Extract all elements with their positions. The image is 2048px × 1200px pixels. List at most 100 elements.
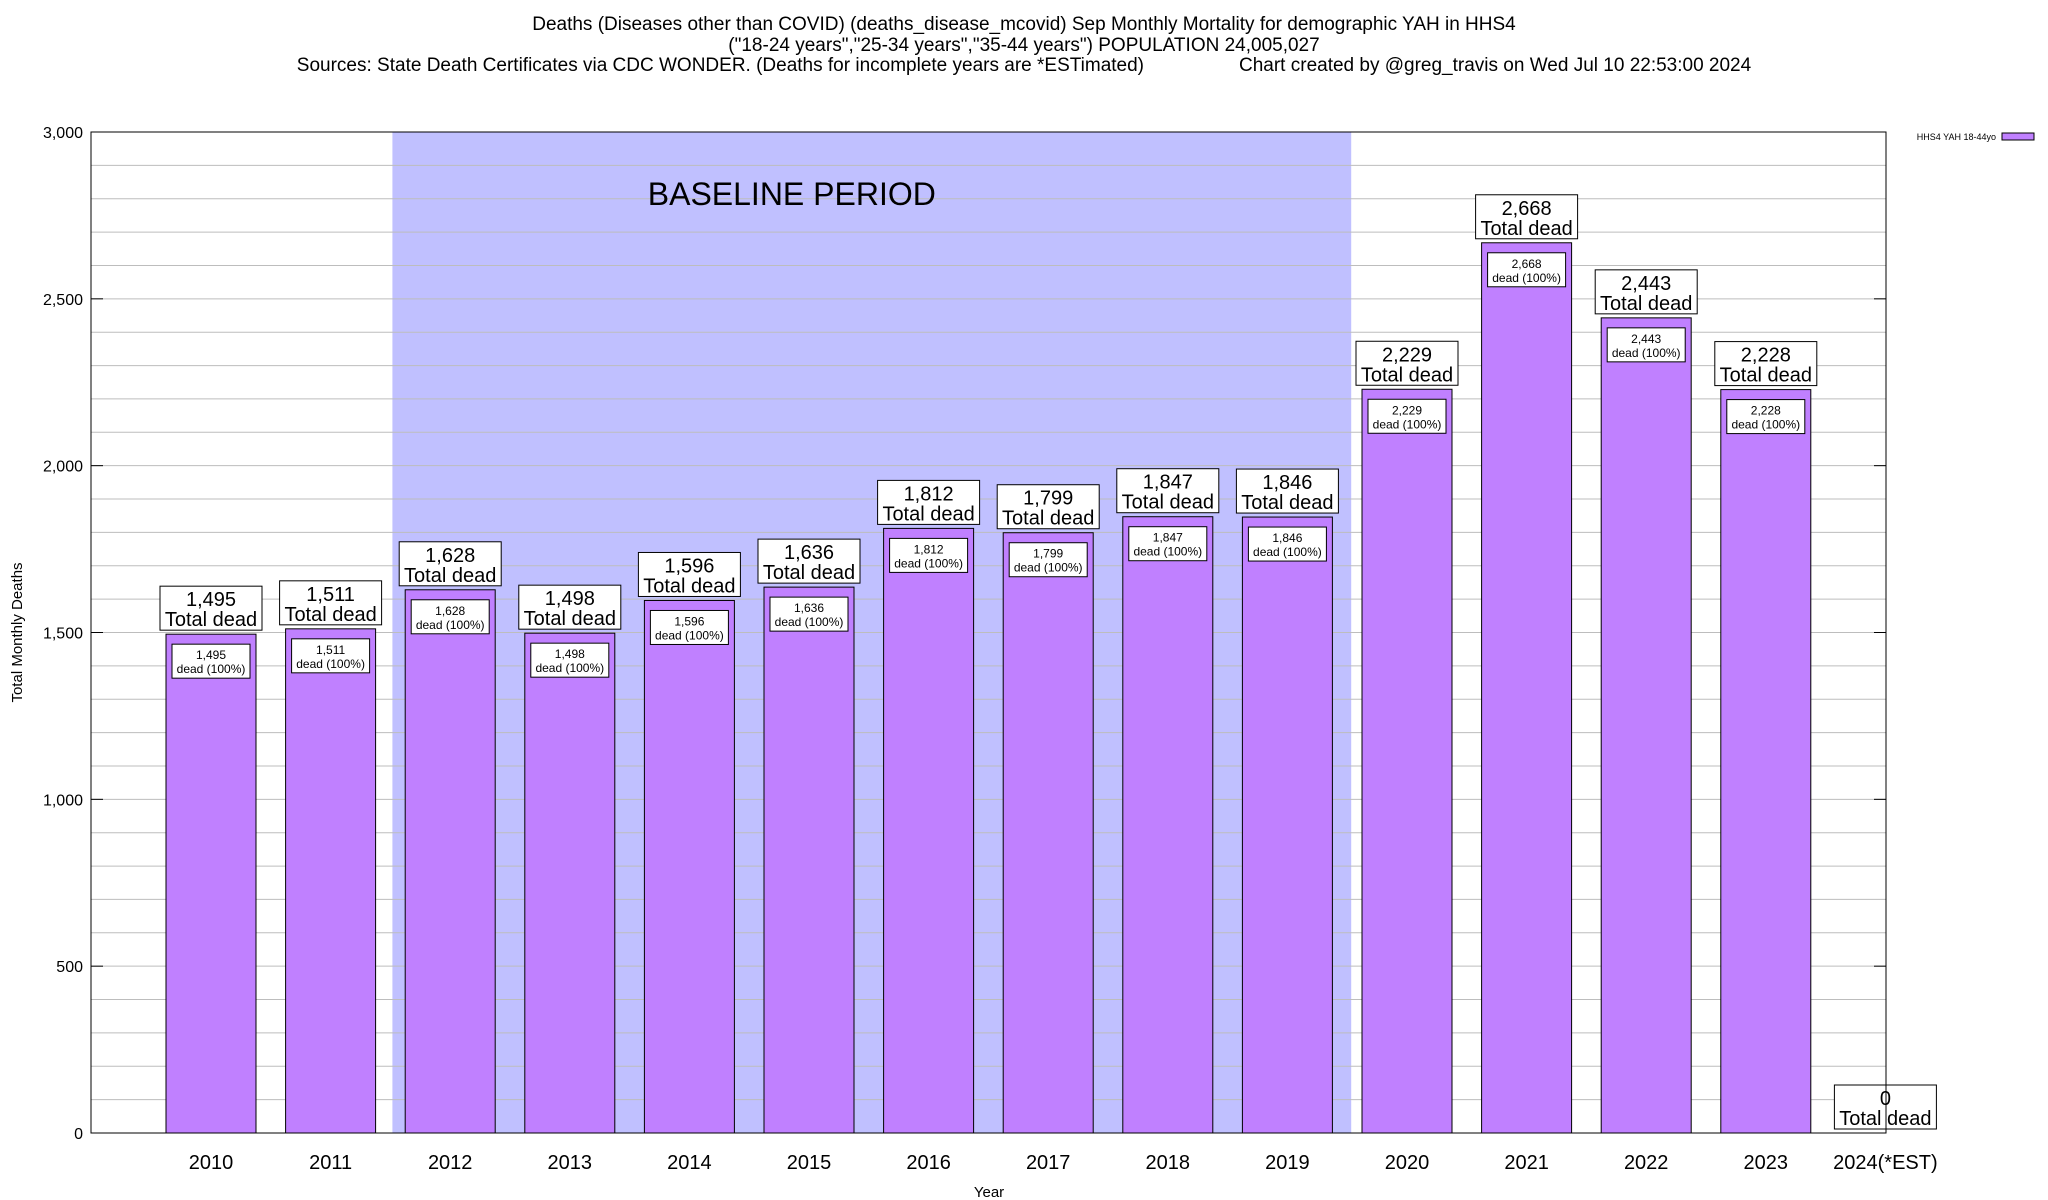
- x-tick-label: 2014: [667, 1152, 712, 1174]
- inner-label-value: 1,498: [555, 647, 585, 661]
- inner-label-value: 1,628: [435, 604, 465, 618]
- bar: [404, 589, 496, 1134]
- inner-label-text: dead (100%): [655, 628, 724, 642]
- top-label-value: 1,498: [545, 588, 595, 610]
- inner-label-box: [1008, 542, 1088, 578]
- y-axis-label: Total Monthly Deaths: [9, 562, 26, 702]
- inner-label-box: [1367, 398, 1447, 434]
- top-label-value: 1,596: [664, 555, 714, 577]
- bar: [1720, 389, 1812, 1134]
- y-tick-label: 2,000: [43, 459, 83, 476]
- bar: [1122, 516, 1214, 1134]
- y-tick-label: 3,000: [43, 125, 83, 142]
- top-label-box: [279, 580, 383, 626]
- bar: [643, 599, 735, 1134]
- inner-label-value: 2,668: [1512, 257, 1542, 271]
- x-tick-label: 2017: [1026, 1152, 1071, 1174]
- top-label-value: 0: [1880, 1088, 1891, 1110]
- top-label-text: Total dead: [1002, 508, 1094, 530]
- bar: [1002, 532, 1094, 1134]
- top-label-value: 1,812: [904, 483, 954, 505]
- top-label-value: 2,229: [1382, 344, 1432, 366]
- inner-label-text: dead (100%): [296, 657, 365, 671]
- top-label-text: Total dead: [763, 562, 855, 584]
- top-label-text: Total dead: [165, 609, 257, 631]
- inner-label-box: [769, 596, 849, 632]
- inner-label-text: dead (100%): [1014, 561, 1083, 575]
- top-label-value: 1,846: [1262, 472, 1312, 494]
- inner-label-box: [410, 599, 490, 635]
- y-tick-label: 1,500: [43, 626, 83, 643]
- inner-label-value: 1,846: [1272, 531, 1302, 545]
- chart-sources: Sources: State Death Certificates via CD…: [296, 55, 1144, 76]
- top-label-box: [877, 479, 981, 525]
- inner-label-text: dead (100%): [1731, 418, 1800, 432]
- bar: [524, 632, 616, 1134]
- plot-frame: [90, 131, 1887, 1134]
- top-label-box: [518, 584, 622, 630]
- inner-label-value: 1,511: [316, 643, 345, 657]
- inner-label-text: dead (100%): [1253, 545, 1322, 559]
- top-label-box: [1235, 468, 1339, 514]
- x-tick-label: 2019: [1265, 1152, 1310, 1174]
- top-label-text: Total dead: [1122, 492, 1214, 514]
- inner-label-box: [1487, 252, 1567, 288]
- y-tick-label: 2,500: [43, 292, 83, 309]
- top-label-box: [637, 551, 741, 597]
- top-label-text: Total dead: [643, 575, 735, 597]
- chart-subtitle: ("18-24 years","25-34 years","35-44 year…: [728, 35, 1320, 56]
- inner-label-box: [1247, 526, 1327, 562]
- inner-label-box: [649, 609, 729, 645]
- x-axis-label: Year: [974, 1184, 1004, 1200]
- top-label-box: [1116, 468, 1220, 514]
- top-label-box: [1714, 341, 1818, 387]
- top-label-value: 1,636: [784, 542, 834, 564]
- x-tick-label: 2012: [428, 1152, 473, 1174]
- inner-label-box: [1606, 327, 1686, 363]
- inner-label-text: dead (100%): [894, 556, 963, 570]
- legend-swatch: [2001, 132, 2035, 141]
- top-label-text: Total dead: [1241, 492, 1333, 514]
- top-label-text: Total dead: [1361, 364, 1453, 386]
- y-tick-label: 1,000: [43, 792, 83, 809]
- top-label-value: 1,495: [186, 589, 236, 611]
- top-label-text: Total dead: [284, 604, 376, 626]
- chart-title: Deaths (Diseases other than COVID) (deat…: [532, 14, 1516, 35]
- top-label-box: [1355, 340, 1459, 386]
- top-label-text: Total dead: [524, 608, 616, 630]
- x-tick-label: 2010: [189, 1152, 234, 1174]
- top-label-value: 1,628: [425, 545, 475, 567]
- inner-label-box: [889, 537, 969, 573]
- bar: [763, 586, 855, 1134]
- inner-label-value: 1,596: [674, 614, 704, 628]
- bar: [1241, 516, 1333, 1134]
- bar: [1361, 388, 1453, 1134]
- top-label-value: 2,668: [1502, 198, 1552, 220]
- inner-label-text: dead (100%): [416, 618, 485, 632]
- top-label-text: Total dead: [882, 503, 974, 525]
- inner-label-box: [1128, 526, 1208, 562]
- inner-label-value: 1,636: [794, 601, 824, 615]
- top-label-value: 2,228: [1741, 345, 1791, 367]
- inner-label-text: dead (100%): [535, 661, 604, 675]
- x-tick-label: 2020: [1385, 1152, 1430, 1174]
- inner-label-text: dead (100%): [775, 615, 844, 629]
- inner-label-value: 1,799: [1033, 547, 1063, 561]
- x-tick-label: 2011: [309, 1152, 352, 1174]
- top-label-box: [757, 538, 861, 584]
- bar: [165, 633, 257, 1134]
- inner-label-text: dead (100%): [177, 662, 246, 676]
- x-tick-label: 2021: [1504, 1152, 1549, 1174]
- bar: [883, 527, 975, 1134]
- top-label-box: [159, 585, 263, 631]
- bar: [1481, 242, 1573, 1134]
- x-tick-label: 2023: [1744, 1152, 1789, 1174]
- bar: [1600, 317, 1692, 1134]
- top-label-value: 1,799: [1023, 488, 1073, 510]
- inner-label-box: [1726, 399, 1806, 435]
- x-tick-label: 2016: [906, 1152, 951, 1174]
- x-tick-label: 2018: [1146, 1152, 1191, 1174]
- x-tick-label: 2015: [787, 1152, 832, 1174]
- inner-label-value: 1,812: [914, 542, 944, 556]
